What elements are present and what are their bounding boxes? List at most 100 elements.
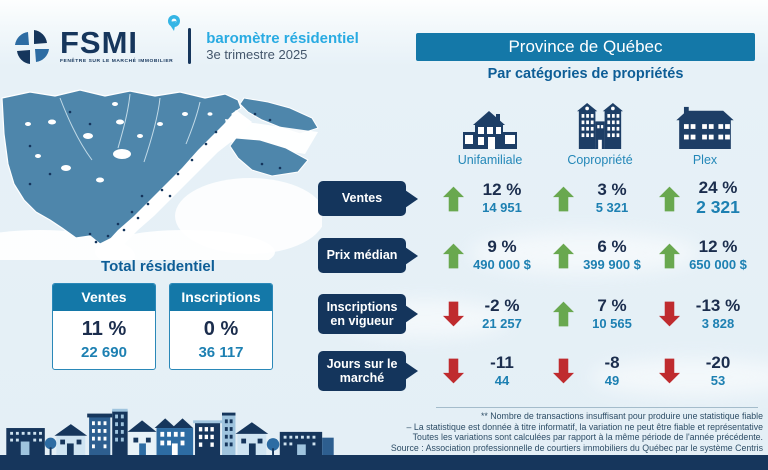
stat-value: 53	[710, 372, 726, 388]
stat-value: 10 565	[592, 315, 632, 331]
region-title-bar: Province de Québec	[416, 33, 755, 61]
up-arrow-icon	[443, 243, 464, 269]
card-header: Inscriptions	[170, 284, 272, 311]
stat-text: 6 % 399 900 $	[583, 238, 641, 272]
stat-percent: 12 %	[482, 180, 522, 200]
total-cards: Ventes 11 % 22 690 Inscriptions 0 % 36 1…	[52, 283, 273, 370]
header: FSMI FENÊTRE SUR LE MARCHÉ IMMOBILIER ba…	[12, 15, 359, 66]
stat-cell: -11 44	[422, 349, 552, 393]
card-header: Ventes	[53, 284, 155, 311]
brand-name: FSMI	[60, 15, 181, 58]
up-arrow-icon	[659, 186, 680, 212]
stat-value: 650 000 $	[689, 257, 747, 273]
stat-cell: 9 % 490 000 $	[422, 234, 552, 278]
stat-percent: 12 %	[698, 237, 738, 257]
stat-percent: 6 %	[597, 237, 627, 257]
brand-tagline: FENÊTRE SUR LE MARCHÉ IMMOBILIER	[60, 59, 174, 65]
up-arrow-icon	[553, 301, 574, 327]
product-period: 3e trimestre 2025	[206, 46, 308, 62]
card-value: 22 690	[81, 344, 127, 361]
stat-percent: -13 %	[695, 295, 741, 315]
card-value: 36 117	[198, 344, 244, 361]
inscriptions-total-card: Inscriptions 0 % 36 117	[169, 283, 273, 370]
fsmi-pinwheel-logo-icon	[15, 30, 49, 64]
quebec-map	[0, 84, 325, 282]
stat-cell: 6 % 399 900 $	[532, 234, 662, 278]
stat-percent: -11	[490, 352, 514, 372]
card-percent: 0 %	[203, 318, 239, 340]
footnote-line: Source : Association professionnelle de …	[390, 442, 763, 453]
ventes-total-card: Ventes 11 % 22 690	[52, 283, 156, 370]
down-arrow-icon	[659, 358, 680, 384]
footnote-line: Toutes les variations sont calculées par…	[412, 432, 763, 443]
divider	[188, 28, 192, 64]
stat-percent: -2 %	[484, 295, 520, 315]
row-label: Jours sur le marché	[318, 351, 406, 391]
down-arrow-icon	[443, 358, 464, 384]
stat-text: -11 44	[473, 352, 531, 388]
bottom-bar	[0, 455, 768, 470]
up-arrow-icon	[659, 243, 680, 269]
brand-swirl-icon	[168, 15, 181, 32]
category-label: Plex	[692, 153, 718, 167]
stat-percent: 24 %	[698, 177, 738, 197]
category-label: Copropriété	[567, 153, 633, 167]
plex-icon	[676, 105, 734, 149]
stat-cell: 3 % 5 321	[532, 177, 662, 221]
stat-cell: -8 49	[532, 349, 662, 393]
footnote-line: – La statistique est donnée à titre info…	[406, 421, 764, 432]
product-block: baromètre résidentiel 3e trimestre 2025	[206, 30, 359, 63]
house-icon	[461, 107, 519, 149]
stat-percent: 7 %	[597, 295, 627, 315]
product-title: baromètre résidentiel	[206, 29, 359, 47]
stat-text: -13 % 3 828	[689, 295, 747, 331]
stat-text: 12 % 650 000 $	[689, 238, 747, 272]
stat-value: 2 321	[696, 197, 740, 218]
stat-percent: -20	[705, 352, 731, 372]
stat-value: 21 257	[482, 315, 522, 331]
stat-percent: 9 %	[487, 237, 517, 257]
stat-value: 3 828	[701, 315, 735, 331]
category-icon-box	[575, 97, 625, 149]
down-arrow-icon	[553, 358, 574, 384]
stat-text: -2 % 21 257	[473, 295, 531, 331]
stat-text: 12 % 14 951	[473, 181, 531, 215]
stat-value: 49	[604, 372, 620, 388]
total-residentiel-title: Total résidentiel	[101, 258, 215, 275]
category-plex: Plex	[650, 97, 760, 167]
stat-cell: 7 % 10 565	[532, 292, 662, 336]
stat-value: 5 321	[595, 200, 629, 216]
category-house: Unifamiliale	[435, 97, 545, 167]
category-label: Unifamiliale	[457, 153, 523, 167]
stat-cell: 24 % 2 321	[638, 177, 768, 221]
stat-text: 9 % 490 000 $	[473, 238, 531, 272]
stat-cell: -20 53	[638, 349, 768, 393]
footnote-line: ** Nombre de transactions insuffisant po…	[481, 411, 763, 421]
stat-percent: -8	[604, 352, 620, 372]
stat-value: 399 900 $	[583, 257, 641, 273]
category-condo: Copropriété	[545, 97, 655, 167]
brand-block: FSMI FENÊTRE SUR LE MARCHÉ IMMOBILIER	[60, 15, 181, 65]
category-icon-box	[676, 97, 734, 149]
stat-percent: 3 %	[597, 180, 627, 200]
divider	[436, 407, 758, 408]
stat-cell: 12 % 14 951	[422, 177, 552, 221]
condo-icon	[575, 103, 625, 149]
categories-subtitle: Par catégories de propriétés	[487, 66, 684, 82]
row-label: Ventes	[318, 181, 406, 216]
stat-cell: -2 % 21 257	[422, 292, 552, 336]
stat-cell: 12 % 650 000 $	[638, 234, 768, 278]
stat-text: -20 53	[689, 352, 747, 388]
up-arrow-icon	[553, 243, 574, 269]
houses-illustration	[0, 403, 340, 455]
stat-value: 14 951	[482, 200, 522, 216]
stat-text: 7 % 10 565	[583, 295, 641, 331]
stat-value: 44	[494, 372, 510, 388]
stat-text: -8 49	[583, 352, 641, 388]
category-icon-box	[461, 97, 519, 149]
stat-text: 24 % 2 321	[689, 177, 747, 219]
up-arrow-icon	[443, 186, 464, 212]
cloud-shape	[590, 358, 768, 396]
card-percent: 11 %	[81, 318, 127, 340]
